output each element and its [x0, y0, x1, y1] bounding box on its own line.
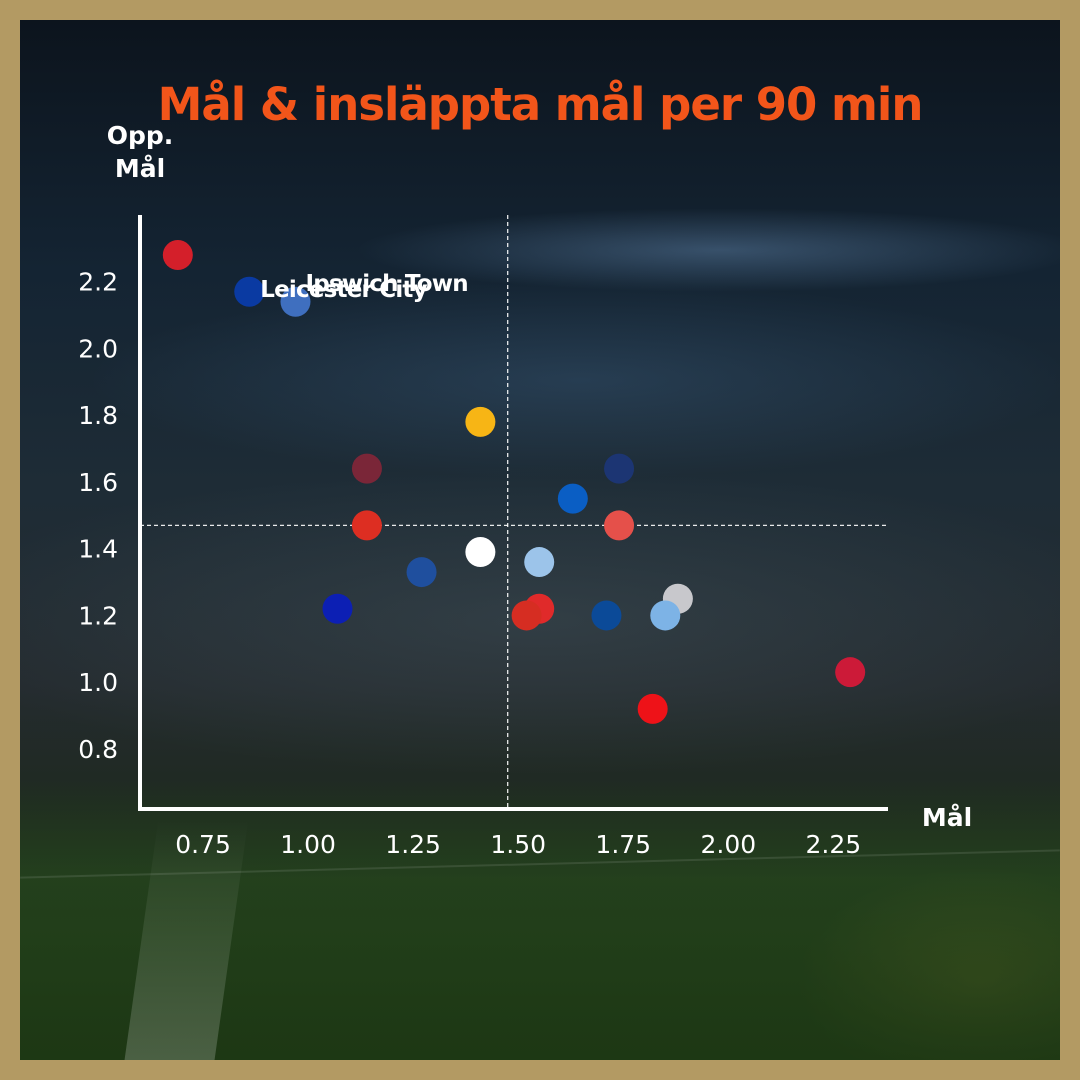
y-tick-label: 1.4	[78, 535, 118, 564]
axes	[138, 215, 888, 811]
x-axis-label: Mål	[922, 803, 972, 832]
data-point	[650, 600, 681, 631]
data-point	[557, 483, 588, 514]
x-tick-label: 1.75	[595, 830, 651, 859]
data-point	[604, 510, 635, 541]
data-point	[604, 453, 635, 484]
x-axis-ticks: 0.75 1.00 1.25 1.50 1.75 2.00 2.25	[175, 830, 861, 859]
data-point	[351, 510, 382, 541]
y-tick-label: 1.0	[78, 668, 118, 697]
data-point	[406, 557, 437, 588]
x-tick-label: 0.75	[175, 830, 231, 859]
y-tick-label: 1.6	[78, 468, 118, 497]
x-tick-label: 2.00	[700, 830, 756, 859]
data-point	[465, 537, 496, 568]
data-point	[637, 693, 668, 724]
y-axis-label-line-1: Opp.	[107, 121, 174, 150]
point-label: Ipswich Town	[305, 271, 467, 297]
x-tick-label: 1.00	[280, 830, 336, 859]
data-point	[351, 453, 382, 484]
data-point	[280, 286, 311, 317]
y-tick-label: 0.8	[78, 735, 118, 764]
stadium-background	[20, 20, 1060, 1060]
y-tick-label: 1.2	[78, 601, 118, 630]
data-point	[524, 547, 555, 578]
y-tick-label: 2.0	[78, 334, 118, 363]
data-point	[162, 240, 193, 271]
x-tick-label: 1.50	[490, 830, 546, 859]
data-point	[835, 657, 866, 688]
data-point	[591, 600, 622, 631]
y-tick-label: 1.8	[78, 401, 118, 430]
data-points	[162, 240, 866, 724]
x-tick-label: 1.25	[385, 830, 441, 859]
data-point	[511, 600, 542, 631]
reference-lines	[140, 215, 888, 809]
y-axis-ticks: 0.8 1.0 1.2 1.4 1.6 1.8 2.0 2.2	[78, 268, 118, 764]
y-tick-label: 2.2	[78, 268, 118, 297]
data-point	[322, 593, 353, 624]
pitch-grass	[20, 780, 1060, 1060]
y-axis-label-line-2: Mål	[115, 154, 165, 183]
data-point	[465, 406, 496, 437]
data-point	[234, 276, 265, 307]
chart-title: Mål & insläppta mål per 90 min	[157, 78, 924, 131]
point-label: Leicester City	[260, 277, 427, 303]
x-tick-label: 2.25	[806, 830, 862, 859]
